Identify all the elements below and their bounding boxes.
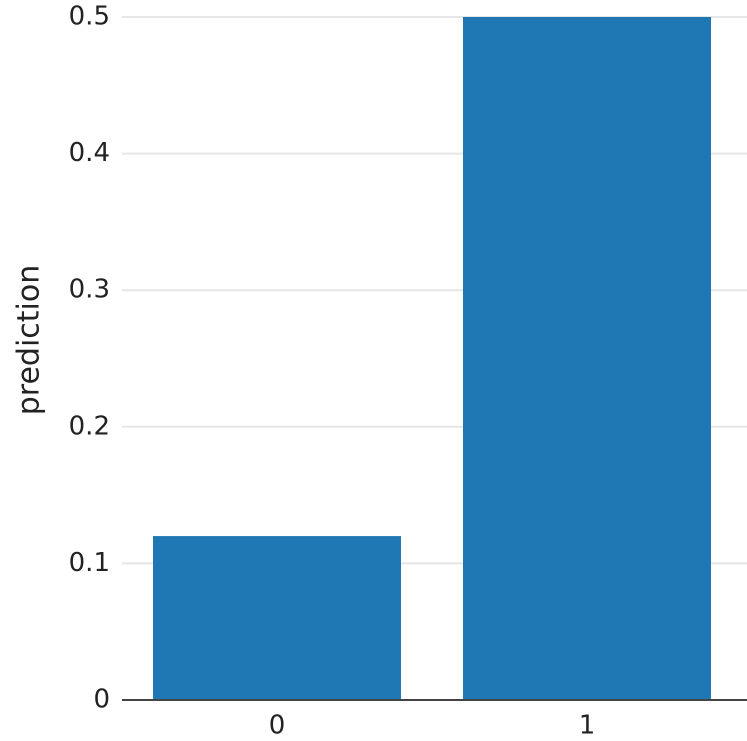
- bar: [463, 17, 711, 700]
- y-tick-label: 0: [93, 685, 110, 715]
- y-axis-label: prediction: [12, 265, 47, 416]
- y-tick-label: 0.4: [69, 138, 110, 168]
- y-tick-label: 0.2: [69, 411, 110, 441]
- y-tick-label: 0.1: [69, 548, 110, 578]
- x-tick-label: 0: [269, 711, 286, 741]
- y-tick-label: 0.3: [69, 275, 110, 305]
- y-tick-label: 0.5: [69, 2, 110, 32]
- x-tick-label: 1: [579, 711, 596, 741]
- bar: [153, 536, 401, 700]
